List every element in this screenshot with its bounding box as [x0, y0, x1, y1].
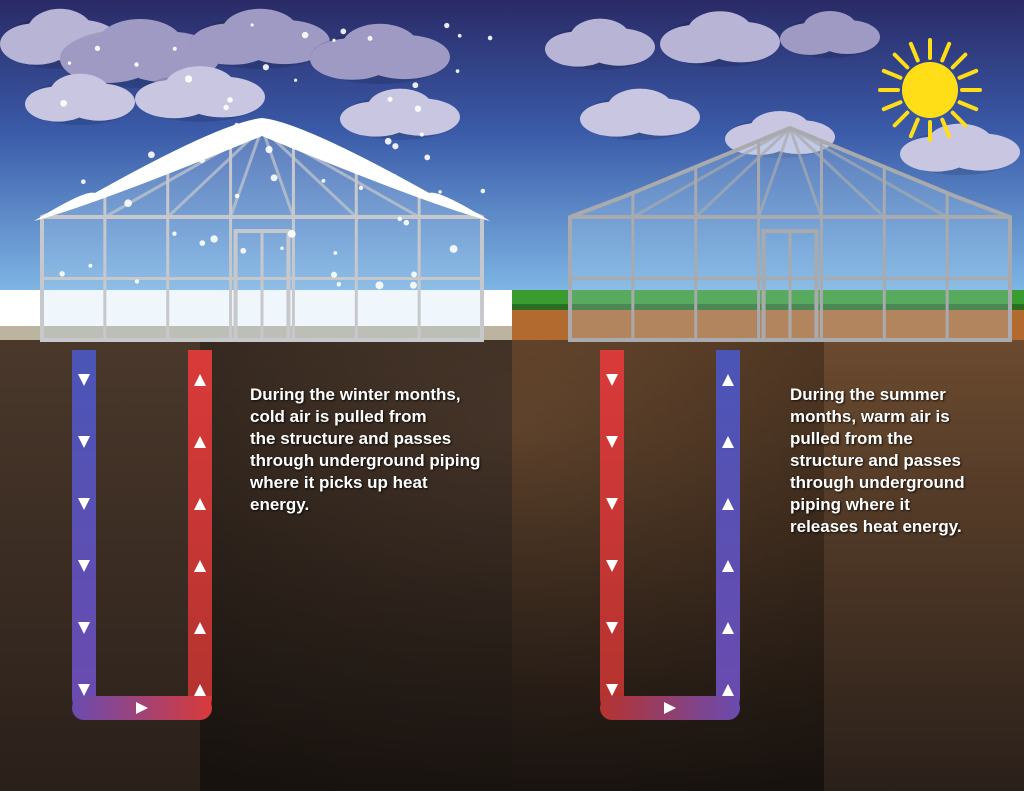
svg-text:through underground: through underground: [790, 473, 965, 492]
svg-text:pulled from the: pulled from the: [790, 429, 913, 448]
svg-text:where it picks up heat: where it picks up heat: [249, 473, 428, 492]
svg-text:releases heat energy.: releases heat energy.: [790, 517, 962, 536]
svg-text:piping where it: piping where it: [790, 495, 910, 514]
svg-text:cold air is pulled from: cold air is pulled from: [250, 407, 427, 426]
svg-text:energy.: energy.: [250, 495, 309, 514]
svg-text:structure and passes: structure and passes: [790, 451, 961, 470]
geothermal-greenhouse-infographic: During the winter months, cold air is pul…: [0, 0, 1024, 791]
svg-text:through underground piping: through underground piping: [250, 451, 480, 470]
svg-text:the structure and passes: the structure and passes: [250, 429, 451, 448]
sun-icon: [880, 40, 980, 140]
svg-text:During the winter months,: During the winter months,: [250, 385, 461, 404]
svg-text:months, warm air is: months, warm air is: [790, 407, 950, 426]
svg-text:During the summer: During the summer: [790, 385, 946, 404]
